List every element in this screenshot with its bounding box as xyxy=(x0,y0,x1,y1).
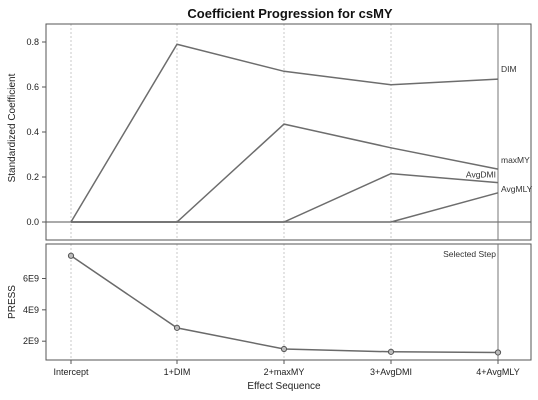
x-axis-label: Effect Sequence xyxy=(247,381,321,392)
y-tick-label-coef: 0.6 xyxy=(26,82,39,92)
y-axis-label-coefficient: Standardized Coefficient xyxy=(7,73,18,182)
y-tick-label-coef: 0.8 xyxy=(26,37,39,47)
series-line-avgmly xyxy=(71,192,499,223)
press-point xyxy=(173,324,181,331)
series-label-dim: DIM xyxy=(501,64,517,74)
y-tick-label-press: 2E9 xyxy=(23,336,39,346)
chart-title: Coefficient Progression for csMY xyxy=(187,6,392,21)
selected-step-label: Selected Step xyxy=(443,249,496,259)
x-tick-label: 1+DIM xyxy=(164,367,191,377)
series-line-dim xyxy=(70,43,499,223)
y-tick-label-coef: 0.4 xyxy=(26,127,39,137)
press-point xyxy=(494,349,502,356)
series-label-avgdmi: AvgDMI xyxy=(466,170,496,180)
x-tick-label: 4+AvgMLY xyxy=(476,367,519,377)
y-tick-label-coef: 0.0 xyxy=(26,217,39,227)
y-tick-label-press: 6E9 xyxy=(23,273,39,283)
x-tick-label: 3+AvgDMI xyxy=(370,367,412,377)
coefficient-panel-frame xyxy=(45,23,532,241)
series-label-maxmy: maxMY xyxy=(501,155,530,165)
y-tick-label-press: 4E9 xyxy=(23,305,39,315)
press-point xyxy=(280,345,288,353)
y-tick-label-coef: 0.2 xyxy=(26,172,39,182)
y-axis-label-press: PRESS xyxy=(7,285,18,319)
x-tick-label: 2+maxMY xyxy=(264,367,305,377)
press-point xyxy=(387,348,395,355)
press-point xyxy=(67,252,75,259)
press-panel-frame xyxy=(45,243,532,361)
x-tick-label: Intercept xyxy=(53,367,89,377)
series-label-avgmly: AvgMLY xyxy=(501,184,533,194)
